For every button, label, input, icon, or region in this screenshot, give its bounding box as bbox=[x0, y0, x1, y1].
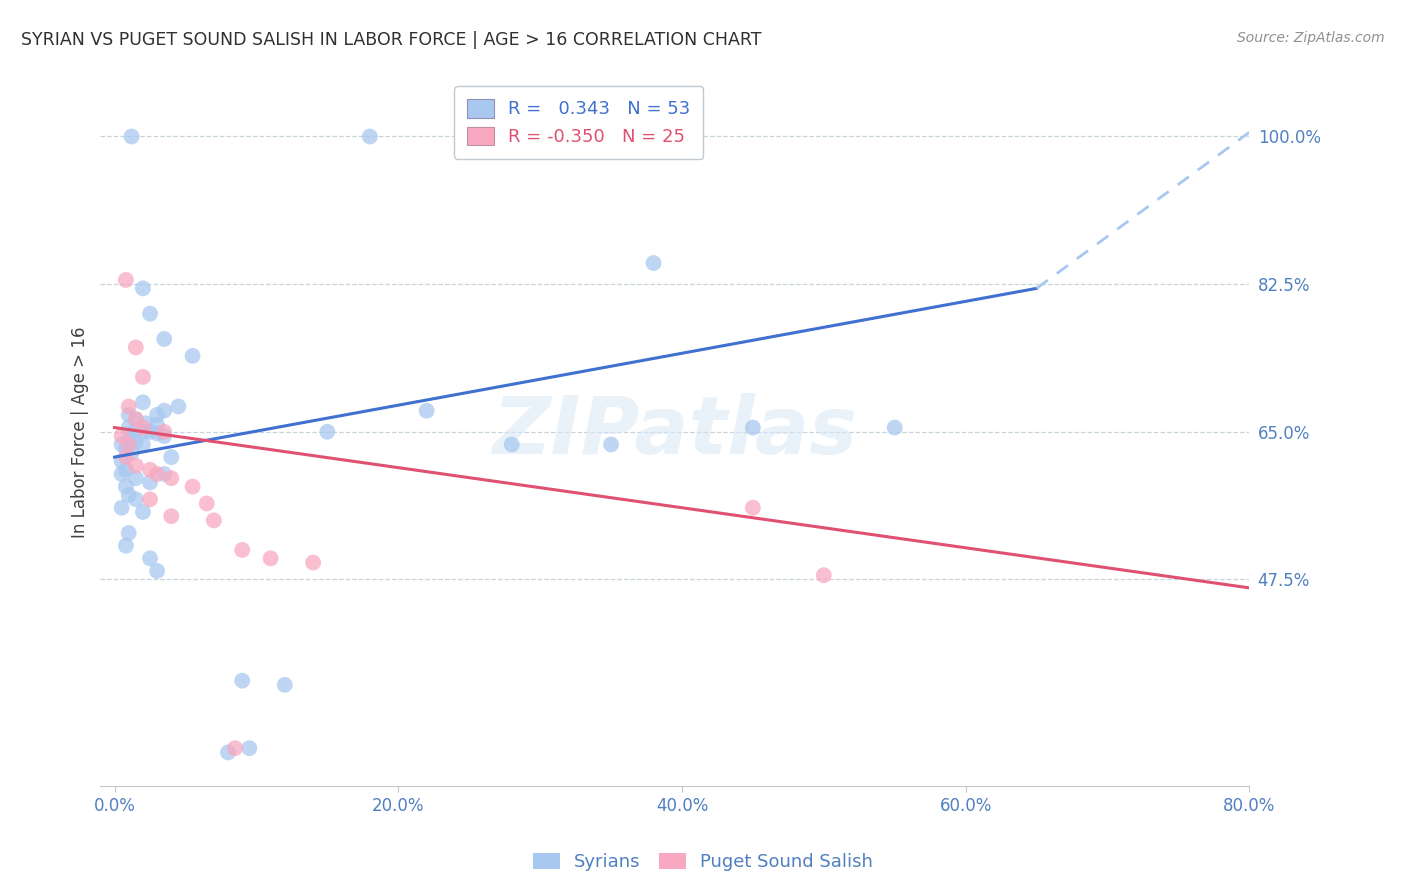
Point bbox=[231, 673, 253, 688]
Point bbox=[125, 458, 148, 473]
Y-axis label: In Labor Force | Age > 16: In Labor Force | Age > 16 bbox=[72, 326, 89, 538]
Point bbox=[139, 307, 162, 321]
Point bbox=[111, 429, 134, 443]
Point bbox=[111, 467, 134, 481]
Point bbox=[135, 417, 157, 431]
Point bbox=[132, 281, 155, 295]
Point bbox=[132, 370, 155, 384]
Point bbox=[118, 408, 141, 422]
Point bbox=[132, 505, 155, 519]
Point bbox=[139, 425, 162, 439]
Point bbox=[224, 741, 246, 756]
Point bbox=[643, 256, 665, 270]
Point bbox=[741, 420, 763, 434]
Text: Source: ZipAtlas.com: Source: ZipAtlas.com bbox=[1237, 31, 1385, 45]
Point bbox=[153, 332, 176, 346]
Point bbox=[202, 513, 225, 527]
Point bbox=[139, 475, 162, 490]
Point bbox=[139, 463, 162, 477]
Point bbox=[160, 450, 183, 464]
Point bbox=[415, 403, 437, 417]
Point bbox=[132, 420, 155, 434]
Point bbox=[501, 437, 523, 451]
Point bbox=[139, 551, 162, 566]
Point bbox=[139, 492, 162, 507]
Point bbox=[125, 434, 148, 449]
Point bbox=[238, 741, 260, 756]
Point bbox=[118, 437, 141, 451]
Point bbox=[115, 442, 138, 456]
Point bbox=[146, 408, 169, 422]
Point bbox=[274, 678, 297, 692]
Point bbox=[118, 488, 141, 502]
Point bbox=[153, 467, 176, 481]
Point bbox=[115, 273, 138, 287]
Point bbox=[181, 480, 204, 494]
Point bbox=[359, 129, 381, 144]
Point bbox=[160, 509, 183, 524]
Point bbox=[118, 400, 141, 414]
Point bbox=[600, 437, 623, 451]
Point bbox=[121, 129, 143, 144]
Point bbox=[146, 467, 169, 481]
Point bbox=[115, 480, 138, 494]
Point bbox=[302, 556, 325, 570]
Point bbox=[883, 420, 905, 434]
Point bbox=[231, 542, 253, 557]
Point bbox=[146, 418, 169, 433]
Point bbox=[813, 568, 835, 582]
Legend: Syrians, Puget Sound Salish: Syrians, Puget Sound Salish bbox=[526, 846, 880, 879]
Point bbox=[132, 425, 155, 439]
Point bbox=[118, 526, 141, 541]
Point bbox=[153, 403, 176, 417]
Point bbox=[316, 425, 339, 439]
Point bbox=[153, 429, 176, 443]
Point bbox=[146, 564, 169, 578]
Point bbox=[125, 340, 148, 354]
Point bbox=[132, 395, 155, 409]
Point bbox=[115, 539, 138, 553]
Point bbox=[111, 500, 134, 515]
Point bbox=[118, 420, 141, 434]
Point bbox=[115, 463, 138, 477]
Point bbox=[125, 492, 148, 507]
Point bbox=[118, 434, 141, 448]
Point bbox=[111, 437, 134, 451]
Point bbox=[146, 426, 169, 441]
Point bbox=[111, 454, 134, 468]
Point bbox=[125, 412, 148, 426]
Point bbox=[167, 400, 190, 414]
Point bbox=[125, 412, 148, 426]
Point bbox=[160, 471, 183, 485]
Point bbox=[115, 450, 138, 464]
Point bbox=[125, 423, 148, 437]
Point bbox=[195, 496, 218, 510]
Text: ZIPatlas: ZIPatlas bbox=[492, 392, 858, 471]
Point bbox=[259, 551, 281, 566]
Point bbox=[132, 437, 155, 451]
Point bbox=[217, 745, 239, 759]
Text: SYRIAN VS PUGET SOUND SALISH IN LABOR FORCE | AGE > 16 CORRELATION CHART: SYRIAN VS PUGET SOUND SALISH IN LABOR FO… bbox=[21, 31, 762, 49]
Point bbox=[741, 500, 763, 515]
Point bbox=[121, 446, 143, 460]
Point bbox=[153, 425, 176, 439]
Point bbox=[181, 349, 204, 363]
Point bbox=[125, 471, 148, 485]
Legend: R =   0.343   N = 53, R = -0.350   N = 25: R = 0.343 N = 53, R = -0.350 N = 25 bbox=[454, 87, 703, 159]
